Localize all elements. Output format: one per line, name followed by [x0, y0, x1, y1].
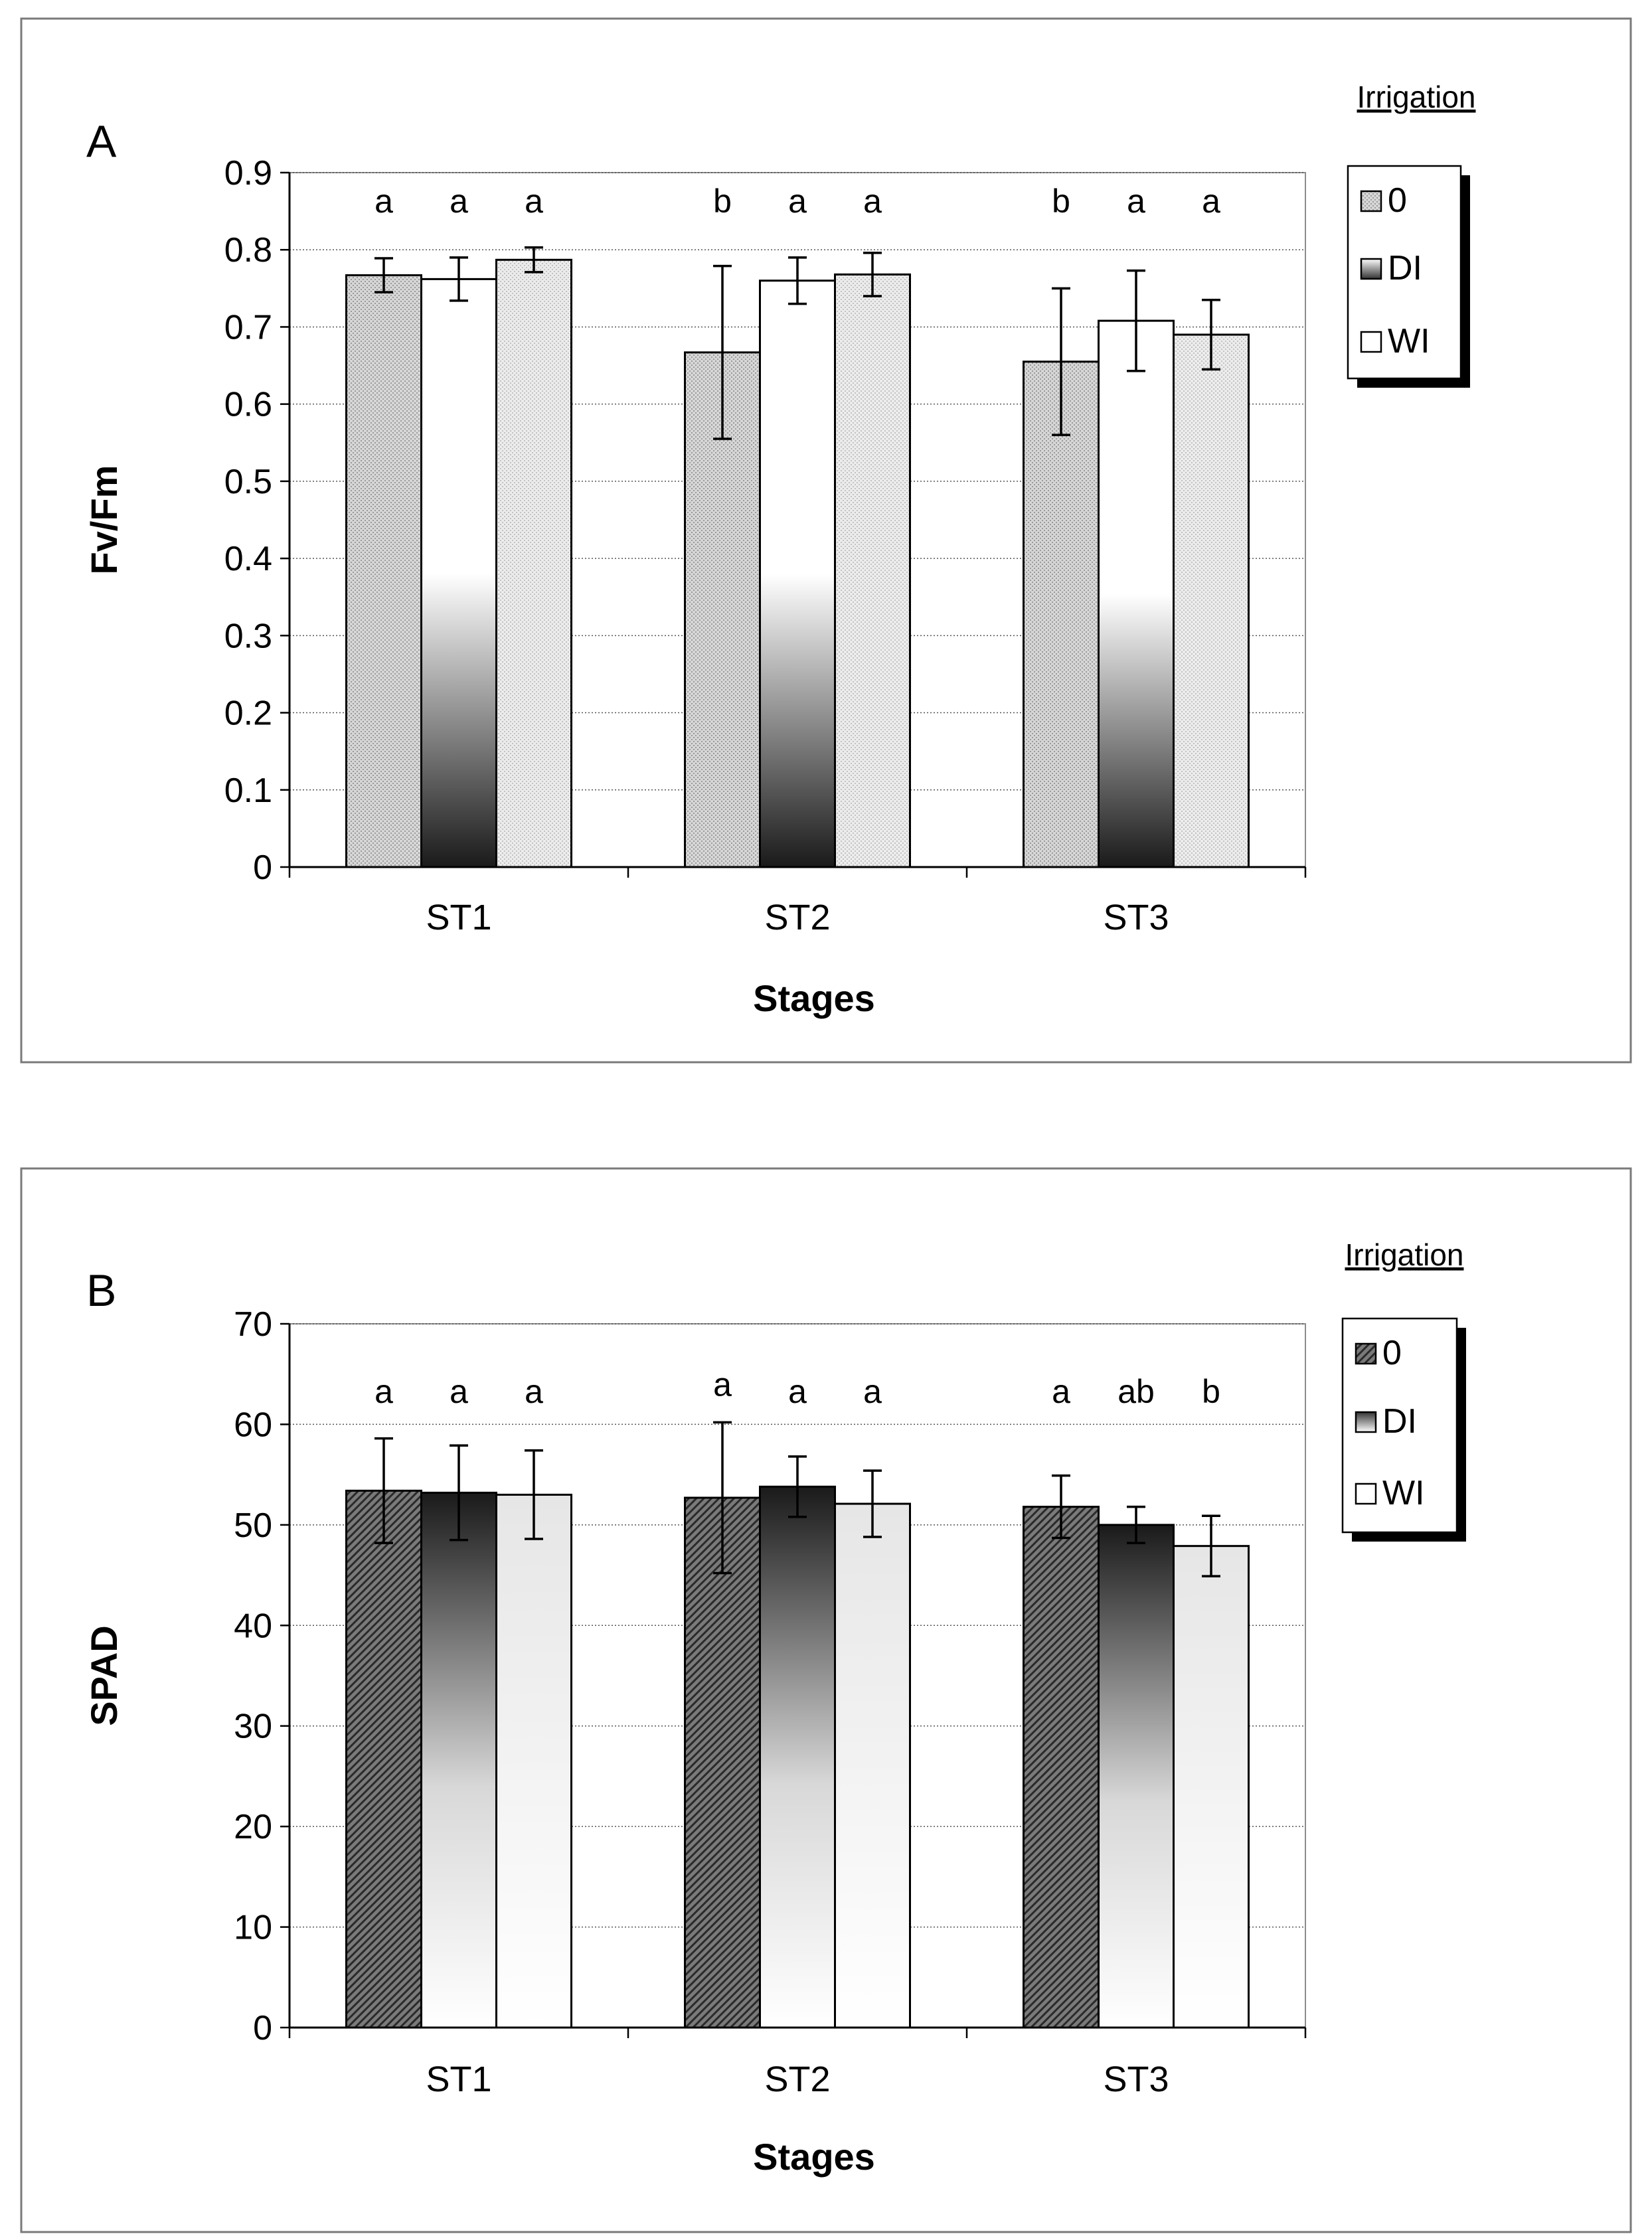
y-tick-label: 10: [234, 1909, 272, 1947]
legend-swatch-wi: [1355, 1482, 1377, 1505]
y-tick-label: 70: [234, 1305, 272, 1344]
bar-di-st2: [759, 1485, 836, 2029]
legend-swatch-0: [1355, 1342, 1377, 1365]
significance-letter: b: [1202, 1373, 1220, 1410]
y-tick-label: 0.1: [224, 771, 272, 810]
x-tick-label: ST2: [764, 898, 830, 937]
significance-letter: a: [863, 1373, 882, 1410]
y-tick-label: 0.6: [224, 386, 272, 424]
significance-letter: a: [450, 1373, 468, 1410]
legend-entry-wi: WI: [1388, 322, 1430, 360]
bar-wi-st1: [495, 258, 572, 868]
x-tick-label: ST3: [1103, 2059, 1169, 2099]
bar-0-st1: [345, 274, 422, 868]
bar-0-st1: [345, 1489, 422, 2029]
y-tick-label: 20: [234, 1808, 272, 1846]
bar-wi-st3: [1173, 333, 1250, 868]
chart-panel-b: 0 10 20 30 40 50 60 70 a a a ST1 a a a ST2 a ab b ST3 Stages…: [20, 1167, 1632, 2233]
significance-letter: a: [1127, 183, 1145, 220]
bar-di-st2: [759, 280, 836, 868]
y-tick-label: 0.5: [224, 463, 272, 501]
y-tick-label: 0: [253, 848, 272, 887]
legend-title: Irrigation: [1345, 1238, 1464, 1272]
significance-letter: a: [374, 1373, 393, 1410]
y-axis-title: Fv/Fm: [83, 465, 125, 575]
bar-wi-st3: [1173, 1545, 1250, 2029]
significance-letter: a: [525, 1373, 543, 1410]
bar-wi-st2: [834, 1502, 911, 2029]
bar-0-st3: [1023, 1506, 1100, 2029]
legend-entry-0: 0: [1382, 1334, 1402, 1372]
legend-swatch-0: [1360, 190, 1382, 212]
significance-letter: a: [374, 183, 393, 220]
bar-0-st3: [1023, 360, 1100, 868]
y-tick-label: 40: [234, 1607, 272, 1645]
y-tick-label: 0.3: [224, 617, 272, 655]
bar-di-st1: [420, 278, 497, 868]
bar-wi-st1: [495, 1493, 572, 2029]
significance-letter: ab: [1117, 1373, 1155, 1410]
y-tick-label: 0.8: [224, 231, 272, 270]
x-tick-label: ST1: [426, 2059, 491, 2099]
significance-letter: a: [788, 183, 807, 220]
legend-title: Irrigation: [1357, 80, 1476, 114]
panel-frame: [20, 17, 1632, 1064]
x-tick-label: ST3: [1103, 898, 1169, 937]
significance-letter: a: [1202, 183, 1220, 220]
bar-di-st3: [1098, 319, 1175, 868]
panel-label: B: [86, 1265, 116, 1316]
y-tick-label: 0.4: [224, 540, 272, 578]
y-tick-label: 60: [234, 1405, 272, 1444]
x-axis-title: Stages: [753, 2136, 875, 2178]
legend-swatch-di: [1360, 258, 1382, 280]
y-tick-label: 50: [234, 1506, 272, 1545]
y-tick-label: 0.2: [224, 694, 272, 733]
significance-letter: a: [863, 183, 882, 220]
significance-letter: a: [788, 1373, 807, 1410]
significance-letter: a: [713, 1366, 732, 1403]
y-tick-label: 0.7: [224, 308, 272, 347]
y-tick-label: 0: [253, 2009, 272, 2047]
legend-swatch-di: [1355, 1411, 1377, 1433]
x-tick-label: ST1: [426, 898, 491, 937]
legend-entry-di: DI: [1388, 249, 1422, 287]
legend-swatch-wi: [1360, 331, 1382, 353]
x-tick-label: ST2: [764, 2059, 830, 2099]
legend-entry-0: 0: [1388, 181, 1407, 220]
panel-label: A: [86, 116, 117, 167]
bar-0-st2: [684, 1496, 761, 2029]
legend-entry-wi: WI: [1382, 1474, 1425, 1512]
bar-wi-st2: [834, 273, 911, 868]
y-tick-label: 30: [234, 1708, 272, 1746]
y-axis-title: SPAD: [83, 1625, 125, 1725]
significance-letter: a: [450, 183, 468, 220]
significance-letter: b: [713, 183, 732, 220]
legend-entry-di: DI: [1382, 1402, 1417, 1441]
significance-letter: b: [1052, 183, 1070, 220]
significance-letter: a: [1052, 1373, 1070, 1410]
y-tick-label: 0.9: [224, 154, 272, 193]
bar-di-st1: [420, 1491, 497, 2029]
x-axis-title: Stages: [753, 977, 875, 1019]
panel-frame: [20, 1167, 1632, 2233]
bar-di-st3: [1098, 1524, 1175, 2029]
significance-letter: a: [525, 183, 543, 220]
chart-panel-a: 0 0.1 0.2 0.3 0.4 0.5 0.6 0.7 0.8 0.9 a a a ST1 b a a ST2…: [20, 17, 1632, 1064]
